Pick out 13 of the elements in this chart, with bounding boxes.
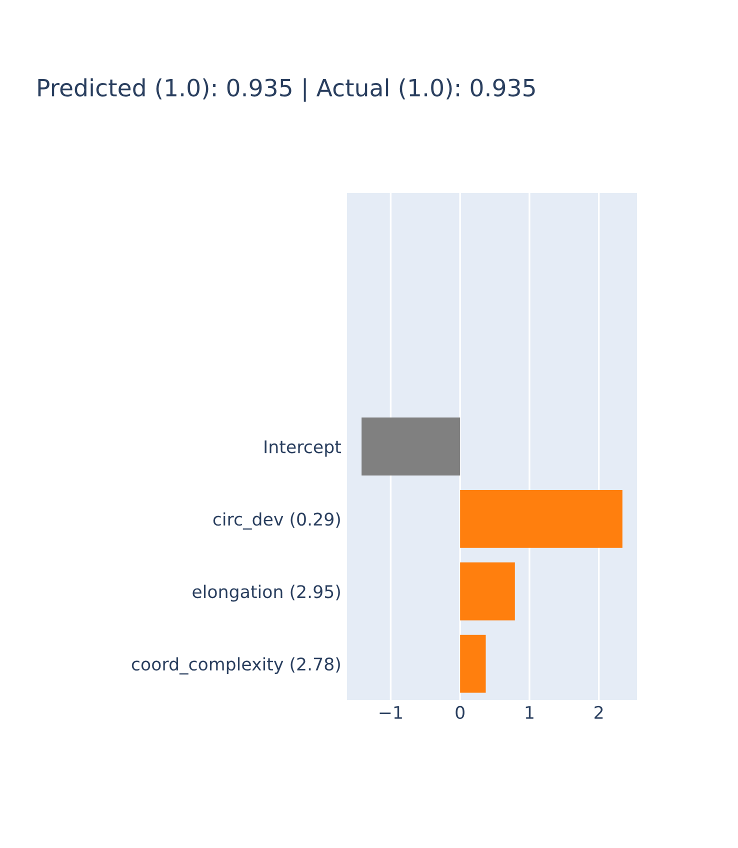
bar [460,634,486,693]
x-tick-label: −1 [380,706,402,719]
y-tick-label: Intercept [264,440,342,457]
bar [460,490,622,548]
y-tick-label: elongation (2.95) [192,584,340,602]
y-tick-label: circ_dev (0.29) [213,512,340,530]
x-tick-label: 0 [456,706,464,719]
bar [362,418,460,476]
bar [460,562,515,620]
x-tick-label: 1 [526,706,534,719]
chart-title: Predicted (1.0): 0.935 | Actual (1.0): 0.935 [38,78,535,102]
y-tick-label: coord_complexity (2.78) [132,657,340,674]
x-tick-label: 2 [594,706,603,719]
